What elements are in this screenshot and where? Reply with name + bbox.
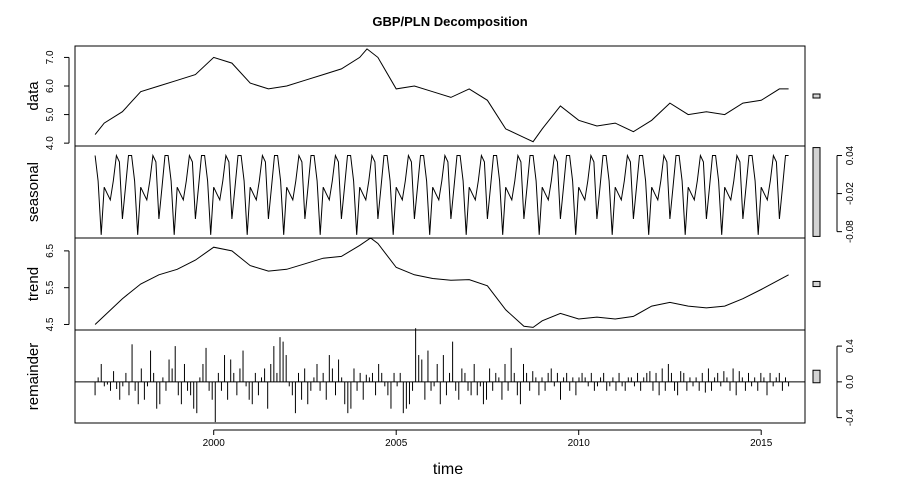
x-tick-label: 2005 bbox=[385, 438, 408, 449]
panel-data: 4.0 5.0 6.0 7.0 data bbox=[25, 45, 821, 150]
panel-seasonal: -0.08 -0.02 0.04 seasonal bbox=[25, 145, 856, 243]
data-line bbox=[94, 48, 789, 143]
seasonal-y-tick-label: 0.04 bbox=[845, 145, 856, 165]
seasonal-y-label: seasonal bbox=[25, 162, 42, 222]
trend-range-bar bbox=[812, 280, 821, 288]
remainder-y-tick-label: 0.0 bbox=[845, 374, 856, 388]
x-tick-label: 2000 bbox=[203, 438, 226, 449]
x-tick-label: 2010 bbox=[568, 438, 591, 449]
seasonal-range-bar bbox=[812, 147, 821, 237]
remainder-y-tick-label: 0.4 bbox=[845, 339, 856, 353]
trend-y-label: trend bbox=[25, 267, 42, 301]
seasonal-y-tick-label: -0.02 bbox=[845, 182, 856, 205]
trend-y-tick-label: 6.5 bbox=[45, 243, 56, 257]
remainder-y-label: remainder bbox=[25, 343, 42, 411]
x-axis: 2000 2005 2010 2015 bbox=[203, 429, 773, 449]
remainder-range-bar bbox=[812, 369, 821, 384]
data-y-tick-label: 5.0 bbox=[45, 107, 56, 121]
panels-group: 4.0 5.0 6.0 7.0 data -0.08 -0.02 0.04 seasonal 4.… bbox=[25, 45, 856, 426]
panel-frame-data bbox=[74, 45, 806, 147]
data-y-label: data bbox=[25, 81, 42, 111]
seasonal-y-tick-label: -0.08 bbox=[845, 220, 856, 243]
x-axis-label: time bbox=[433, 461, 463, 478]
x-tick-label: 2015 bbox=[750, 438, 773, 449]
trend-line bbox=[94, 237, 789, 328]
panel-frame-trend bbox=[74, 237, 806, 331]
data-range-bar bbox=[812, 93, 821, 99]
remainder-y-tick-label: -0.4 bbox=[845, 409, 856, 427]
trend-y-tick-label: 5.5 bbox=[45, 280, 56, 294]
data-y-tick-label: 4.0 bbox=[45, 136, 56, 150]
trend-y-tick-label: 4.5 bbox=[45, 317, 56, 331]
data-y-tick-label: 6.0 bbox=[45, 79, 56, 93]
data-y-tick-label: 7.0 bbox=[45, 50, 56, 64]
chart-title: GBP/PLN Decomposition bbox=[372, 14, 527, 29]
panel-remainder: -0.4 0.0 0.4 remainder bbox=[25, 328, 856, 426]
seasonal-line bbox=[94, 153, 789, 235]
panel-frame-remainder bbox=[74, 329, 806, 424]
